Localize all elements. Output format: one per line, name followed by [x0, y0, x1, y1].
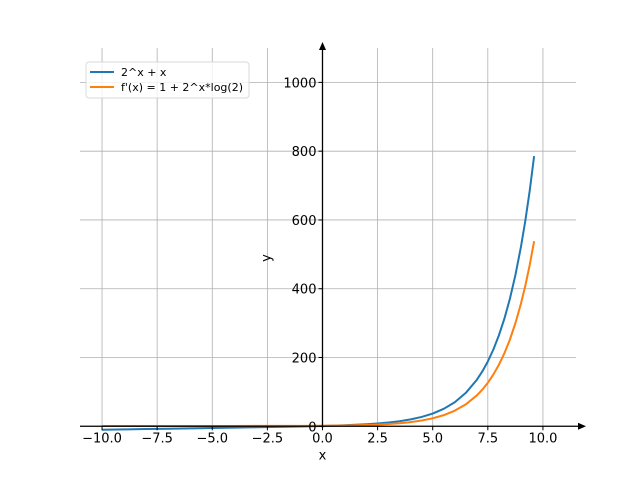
legend-label-2: f'(x) = 1 + 2^x*log(2) — [121, 81, 243, 94]
y-axis-title: y — [259, 254, 274, 262]
x-tick-label: 0.0 — [312, 431, 333, 446]
y-tick-label: 600 — [292, 214, 317, 229]
x-axis-title: x — [319, 448, 327, 463]
grid — [80, 48, 576, 428]
legend-label-1: 2^x + x — [121, 66, 167, 79]
y-tick-label: 200 — [292, 352, 317, 367]
y-tick-label: 800 — [292, 145, 317, 160]
legend: 2^x + x f'(x) = 1 + 2^x*log(2) — [85, 61, 250, 99]
series-layer — [102, 156, 536, 431]
x-tick-label: −2.5 — [252, 431, 284, 446]
axes — [80, 42, 586, 430]
x-tick-label: −7.5 — [141, 431, 173, 446]
y-tick-label: 0 — [308, 420, 316, 435]
x-tick-label: −10.0 — [82, 431, 122, 446]
x-tick-label: 7.5 — [477, 431, 498, 446]
legend-box — [85, 61, 250, 99]
x-tick-label: −5.0 — [196, 431, 228, 446]
series-line-2 — [102, 241, 536, 427]
series-line-1 — [102, 156, 536, 431]
x-tick-label: 2.5 — [367, 431, 388, 446]
y-tick-label: 400 — [292, 283, 317, 298]
x-axis-arrow — [578, 422, 586, 430]
ticks: −10.0 −7.5 −5.0 −2.5 0.0 2.5 5.0 7.5 10.0 0 200 400… — [82, 76, 557, 446]
x-tick-label: 10.0 — [528, 431, 557, 446]
x-tick-label: 5.0 — [422, 431, 443, 446]
y-axis-arrow — [318, 42, 326, 50]
y-tick-label: 1000 — [283, 76, 316, 91]
